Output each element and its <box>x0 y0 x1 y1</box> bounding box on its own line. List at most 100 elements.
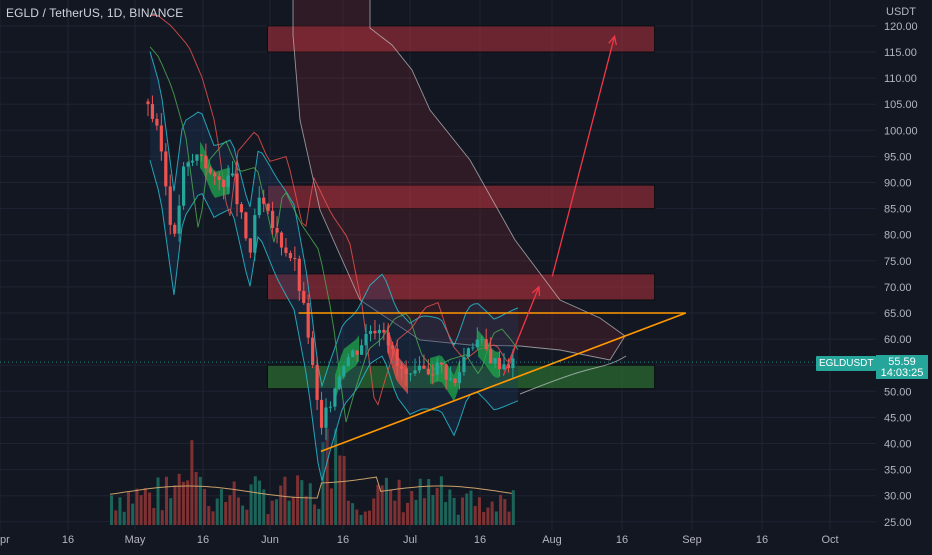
title-separator: / <box>39 6 50 20</box>
symbol-price-tag: EGLDUSDT <box>816 356 877 371</box>
candle-body <box>364 333 368 346</box>
candle <box>315 356 319 410</box>
candle <box>177 194 181 242</box>
price-tick-label: 60.00 <box>884 334 912 346</box>
candle <box>306 294 310 345</box>
candle-body <box>324 407 328 428</box>
candle-body <box>449 378 453 380</box>
price-tick-label: 50.00 <box>884 386 912 398</box>
candle-body <box>342 365 346 377</box>
candle <box>368 325 373 342</box>
candle-body <box>248 238 252 253</box>
candle <box>266 202 270 215</box>
candle-body <box>440 362 444 365</box>
time-tick-label: 16 <box>62 534 74 546</box>
volume-bar <box>355 509 359 525</box>
candle-body <box>444 364 448 380</box>
volume-bar <box>215 498 219 525</box>
quote-name: TetherUS <box>49 6 100 20</box>
volume-bar <box>406 502 410 525</box>
candle-body <box>377 329 381 334</box>
rising-trendline <box>320 312 687 453</box>
candle-body <box>164 151 168 187</box>
candle <box>297 255 301 301</box>
candle-body <box>484 339 488 350</box>
candle-body <box>471 347 475 349</box>
time-tick-label: 16 <box>474 534 486 546</box>
candle-body <box>417 365 422 371</box>
candle <box>195 154 199 166</box>
last-price-value: 55.59 <box>888 356 916 368</box>
candle <box>159 113 163 161</box>
candle <box>253 208 257 261</box>
candle <box>391 341 395 357</box>
candle <box>511 349 515 378</box>
price-tick-label: 95.00 <box>884 151 912 163</box>
volume-bar <box>186 480 190 525</box>
candle-body <box>315 365 319 400</box>
drawings <box>0 34 876 453</box>
volume-bar <box>139 495 143 525</box>
volume-bar <box>334 428 338 525</box>
price-tick-label: 80.00 <box>884 230 912 242</box>
candle-body <box>204 155 208 169</box>
ma-slow-line <box>150 15 519 406</box>
time-tick-label: Sep <box>682 534 702 546</box>
timeframe-label: , 1D, <box>100 6 130 20</box>
volume-bar <box>452 497 456 525</box>
candle-body <box>239 204 244 213</box>
volume-bar <box>376 484 380 525</box>
candle-body <box>328 406 333 408</box>
upper-band-line <box>149 51 519 388</box>
candle-body <box>337 376 341 389</box>
cloud-line-b <box>369 0 626 337</box>
candle <box>284 238 288 257</box>
candle <box>275 216 279 244</box>
volume-bar <box>499 494 503 525</box>
candle <box>413 358 417 377</box>
candle <box>168 174 172 235</box>
candle <box>333 387 337 411</box>
projection-arrowhead-1 <box>531 285 541 296</box>
candle <box>293 246 297 271</box>
volume-bar <box>181 481 185 525</box>
candle <box>346 353 350 367</box>
candle-body <box>279 232 284 248</box>
volume-bar <box>160 510 164 525</box>
candle <box>230 161 235 178</box>
volume-bar <box>274 499 278 525</box>
time-axis-bg <box>0 530 876 550</box>
candle-body <box>466 348 470 357</box>
cloud <box>292 0 626 361</box>
candle-body <box>400 365 404 369</box>
candle <box>213 170 217 185</box>
candle <box>440 362 444 374</box>
candle-body <box>382 329 386 333</box>
volume-bar <box>389 489 393 525</box>
volume-bar <box>219 489 223 525</box>
volume-bar <box>342 455 346 525</box>
price-tick-label: 115.00 <box>884 47 917 59</box>
candle <box>471 343 475 351</box>
ma-fast-line <box>149 46 519 423</box>
price-tick-label: 105.00 <box>884 99 918 111</box>
candle-body <box>226 175 230 188</box>
candle-body <box>351 350 355 358</box>
countdown-value: 14:03:25 <box>880 367 924 379</box>
volume-bar <box>325 428 329 525</box>
volume-bar <box>287 500 291 525</box>
candle-body <box>413 370 417 374</box>
candle <box>190 153 195 167</box>
volume-bar <box>207 506 211 525</box>
volume-bar <box>131 503 135 525</box>
candle-body <box>208 168 212 173</box>
candle <box>364 323 368 357</box>
volume-bar <box>444 502 448 525</box>
volume-bar <box>114 510 118 525</box>
candle-body <box>195 154 199 161</box>
price-axis-currency: USDT <box>886 6 916 18</box>
volume-bar <box>414 499 418 525</box>
